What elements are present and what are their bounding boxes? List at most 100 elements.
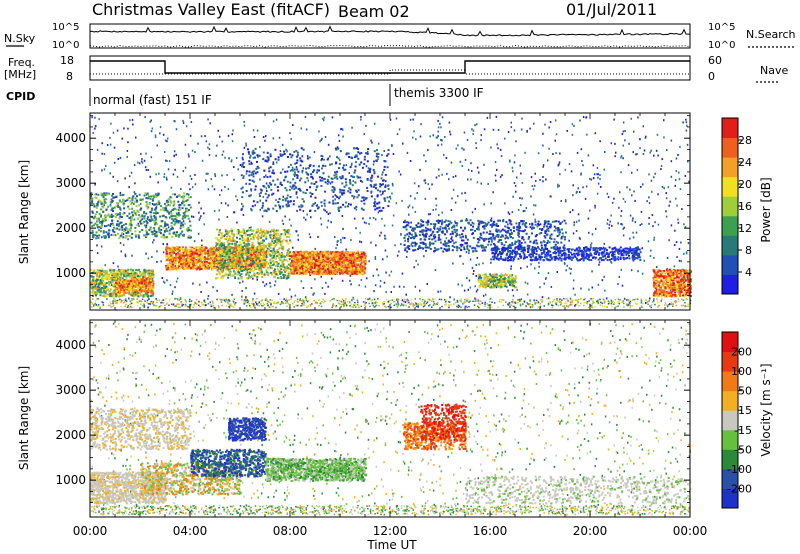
echo-cell <box>439 123 441 125</box>
echo-cell <box>641 302 643 304</box>
freq-series-line <box>90 61 690 73</box>
echo-cell <box>264 140 266 142</box>
echo-cell <box>481 183 483 185</box>
echo-cell <box>523 239 525 241</box>
echo-cell <box>675 198 677 200</box>
echo-cell <box>437 135 439 137</box>
echo-cell <box>425 160 427 162</box>
echo-cell <box>266 187 268 189</box>
echo-cell <box>410 160 412 162</box>
echo-cell <box>243 214 245 216</box>
echo-cell <box>134 230 136 232</box>
echo-cell <box>442 227 444 229</box>
echo-cell <box>207 147 209 149</box>
echo-cell <box>446 237 448 239</box>
echo-cell <box>440 290 442 292</box>
echo-cell <box>334 198 336 200</box>
echo-cell <box>292 124 294 126</box>
echo-cell <box>145 286 147 288</box>
echo-cell <box>120 275 122 277</box>
echo-cell <box>361 279 363 281</box>
echo-cell <box>331 163 333 165</box>
echo-cell <box>125 285 127 287</box>
echo-cell <box>197 143 199 145</box>
echo-cell <box>192 186 194 188</box>
echo-cell <box>320 218 322 220</box>
echo-cell <box>461 285 463 287</box>
echo-cell <box>207 173 209 175</box>
echo-cell <box>228 135 230 137</box>
echo-cell <box>156 261 158 263</box>
echo-cell <box>567 130 569 132</box>
echo-cell <box>329 155 331 157</box>
echo-cell <box>547 159 549 161</box>
echo-cell <box>607 219 609 221</box>
echo-cell <box>275 199 277 201</box>
echo-cell <box>521 198 523 200</box>
echo-cell <box>531 176 533 178</box>
echo-cell <box>273 120 275 122</box>
echo-cell <box>188 204 190 206</box>
echo-cell <box>625 201 627 203</box>
echo-cell <box>170 225 172 227</box>
echo-cell <box>643 125 645 127</box>
echo-cell <box>401 200 403 202</box>
echo-cell <box>648 173 650 175</box>
echo-cell <box>633 151 635 153</box>
echo-cell <box>441 144 443 146</box>
echo-cell <box>194 174 196 176</box>
echo-cell <box>146 290 148 292</box>
echo-cell <box>375 218 377 220</box>
echo-cell <box>169 217 171 219</box>
echo-cell <box>132 269 134 271</box>
echo-cell <box>384 282 386 284</box>
echo-cell <box>295 230 297 232</box>
echo-cell <box>160 260 162 262</box>
echo-cell <box>141 279 143 281</box>
echo-cell <box>102 295 104 297</box>
echo-cell <box>273 137 275 139</box>
echo-cell <box>438 214 440 216</box>
echo-cell <box>215 155 217 157</box>
echo-cell <box>507 223 509 225</box>
freq-panel-frame <box>90 56 690 80</box>
echo-cell <box>123 285 125 287</box>
echo-cell <box>92 286 94 288</box>
echo-cell <box>190 135 192 137</box>
echo-cell <box>218 130 220 132</box>
cpid-mode-2: themis 3300 IF <box>394 86 484 100</box>
echo-cell <box>663 119 665 121</box>
echo-cell <box>142 222 144 224</box>
echo-cell <box>676 241 678 243</box>
echo-cell <box>630 215 632 217</box>
echo-cell <box>593 164 595 166</box>
echo-cell <box>206 173 208 175</box>
echo-cell <box>376 269 378 271</box>
echo-cell <box>92 293 94 295</box>
echo-cell <box>118 279 120 281</box>
echo-cell <box>471 170 473 172</box>
echo-cell <box>308 180 310 182</box>
echo-cell <box>141 290 143 292</box>
echo-cell <box>173 173 175 175</box>
echo-cell <box>412 119 414 121</box>
echo-cell <box>595 228 597 230</box>
echo-cell <box>115 213 117 215</box>
echo-cell <box>392 183 394 185</box>
echo-cell <box>384 225 386 227</box>
echo-cell <box>250 227 252 229</box>
echo-cell <box>518 209 520 211</box>
echo-cell <box>239 282 241 284</box>
echo-cell <box>604 151 606 153</box>
echo-cell <box>619 276 621 278</box>
echo-cell <box>457 195 459 197</box>
echo-cell <box>306 129 308 131</box>
echo-cell <box>145 282 147 284</box>
echo-cell <box>201 240 203 242</box>
echo-cell <box>512 196 514 198</box>
echo-cell <box>259 179 261 181</box>
echo-cell <box>350 275 352 277</box>
echo-cell <box>676 205 678 207</box>
echo-cell <box>473 273 475 275</box>
echo-cell <box>369 217 371 219</box>
